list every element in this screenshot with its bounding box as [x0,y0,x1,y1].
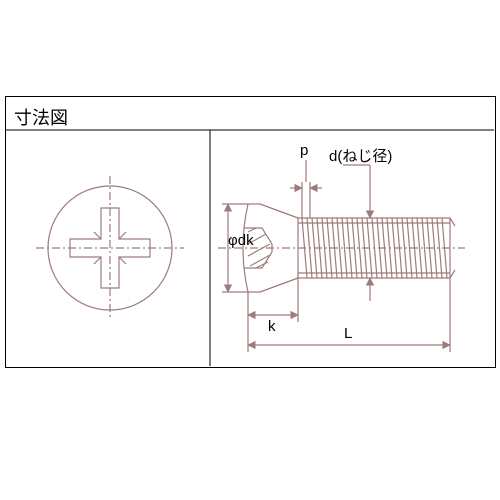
label-phidk: φdk [228,232,254,249]
front-view [36,176,184,320]
diagram-svg [0,0,500,500]
threads [302,218,447,278]
dim-k [248,278,298,322]
label-k: k [268,318,276,335]
label-d: d(ねじ径) [329,145,392,166]
side-view [218,204,465,292]
dim-p [290,160,322,218]
label-p: p [300,142,308,159]
dim-d [343,165,370,301]
canvas: 寸法図 [0,0,500,500]
label-L: L [344,325,352,342]
